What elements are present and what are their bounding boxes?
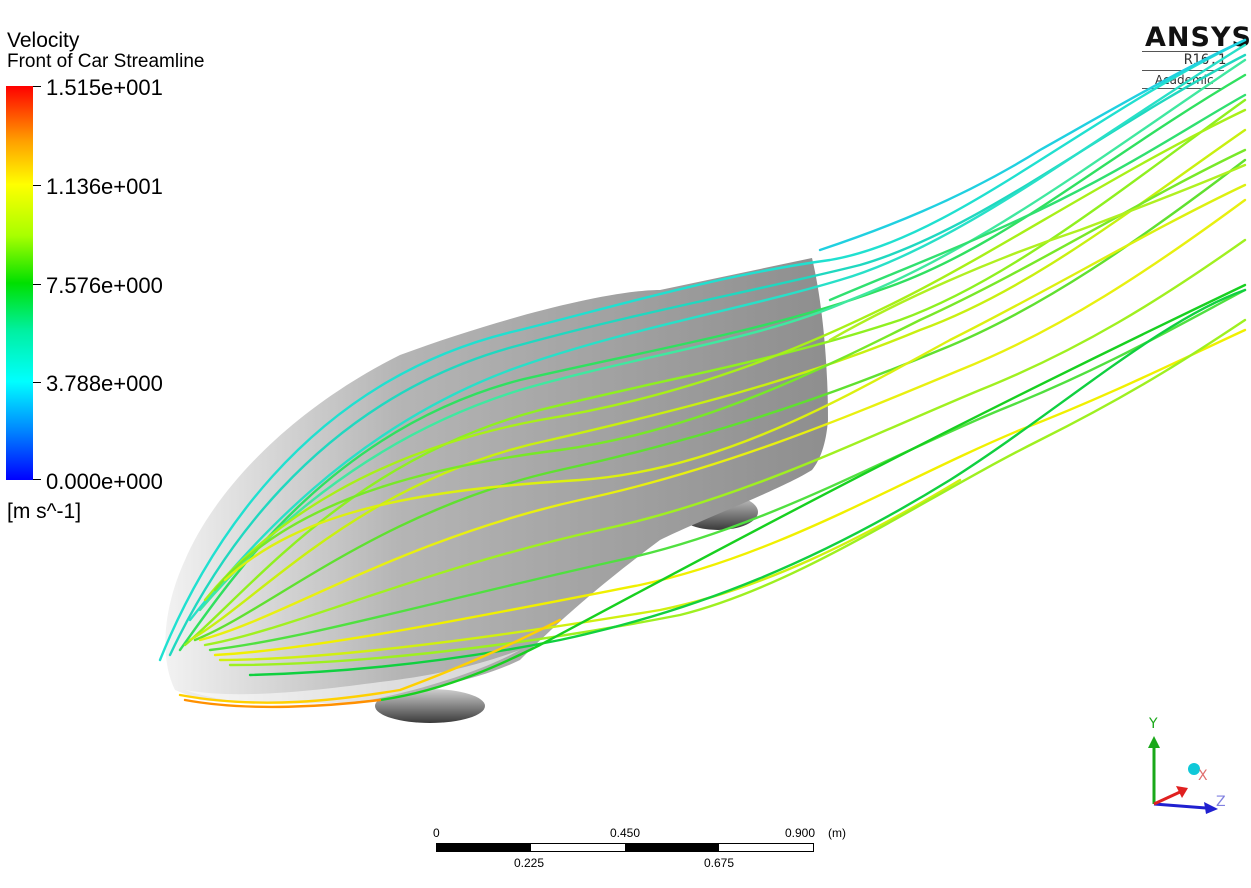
car-shell — [165, 258, 828, 704]
scale-segment — [625, 844, 719, 851]
legend-tick-label-max: 1.515e+001 — [46, 75, 163, 100]
legend-tick-label-min: 0.000e+000 — [46, 469, 163, 494]
scale-unit: (m) — [828, 826, 846, 840]
streamline — [178, 73, 1247, 652]
colorbar-tick — [33, 86, 41, 87]
axis-triad: Y X Z — [1140, 712, 1230, 822]
legend-tick-label: 7.576e+000 — [46, 273, 163, 298]
streamline — [218, 478, 962, 662]
logo-name: ANSYS — [1145, 22, 1251, 53]
z-axis-label: Z — [1216, 794, 1226, 810]
legend-subtitle: Front of Car Streamline — [7, 51, 205, 72]
scale-label: 0.900 — [785, 826, 816, 840]
legend-tick-label: 1.136e+001 — [46, 174, 163, 199]
logo-divider — [1142, 51, 1224, 52]
y-axis-arrow — [1148, 736, 1160, 748]
car-body — [165, 258, 828, 723]
scale-segment — [719, 844, 813, 851]
streamline — [223, 183, 1247, 582]
front-wheel — [375, 689, 485, 723]
colorbar-tick — [33, 382, 41, 383]
streamline — [158, 38, 1247, 662]
streamline — [818, 38, 1247, 252]
scale-bar-graphic — [436, 843, 814, 852]
streamline — [203, 108, 1247, 602]
streamline — [213, 148, 1247, 592]
z-axis-arrow — [1204, 802, 1218, 814]
z-axis-line — [1153, 802, 1207, 810]
streamline — [178, 618, 562, 704]
scale-label: 0.225 — [514, 856, 545, 870]
streamline — [183, 98, 1247, 647]
legend-units: [m s^-1] — [7, 500, 82, 523]
streamline — [213, 328, 1247, 657]
scale-label: 0 — [433, 826, 440, 840]
axis-triad-graphic — [1148, 736, 1218, 814]
scale-label: 0.675 — [704, 856, 735, 870]
streamline — [228, 318, 1247, 667]
legend-tick-label: 3.788e+000 — [46, 371, 163, 396]
x-axis-line — [1153, 790, 1181, 806]
streamline — [198, 198, 1247, 642]
scale-segment — [437, 844, 531, 851]
streamline — [193, 158, 1247, 642]
streamline — [188, 43, 1247, 622]
streamline — [183, 698, 382, 709]
streamline — [198, 58, 1247, 612]
streamline — [248, 288, 1247, 677]
streamline — [203, 238, 1247, 647]
streamlines — [158, 38, 1247, 709]
scale-bar: 0 0.450 0.900 (m) 0.225 0.675 — [433, 826, 856, 876]
streamline — [378, 283, 1247, 702]
rotation-center-icon — [1188, 763, 1200, 775]
x-axis-arrow — [1176, 786, 1188, 798]
legend-title: Velocity — [7, 29, 80, 52]
colorbar-tick — [33, 284, 41, 285]
velocity-colorbar — [6, 86, 33, 480]
colorbar-tick — [33, 185, 41, 186]
streamline — [188, 128, 1247, 642]
colorbar-tick — [33, 479, 41, 480]
streamline — [208, 288, 1247, 652]
streamline — [828, 163, 1247, 342]
car-underside — [185, 650, 520, 705]
scale-segment — [531, 844, 625, 851]
streamline — [828, 93, 1247, 302]
y-axis-label: Y — [1149, 716, 1158, 732]
scale-label: 0.450 — [610, 826, 641, 840]
x-axis-label: X — [1198, 768, 1208, 784]
